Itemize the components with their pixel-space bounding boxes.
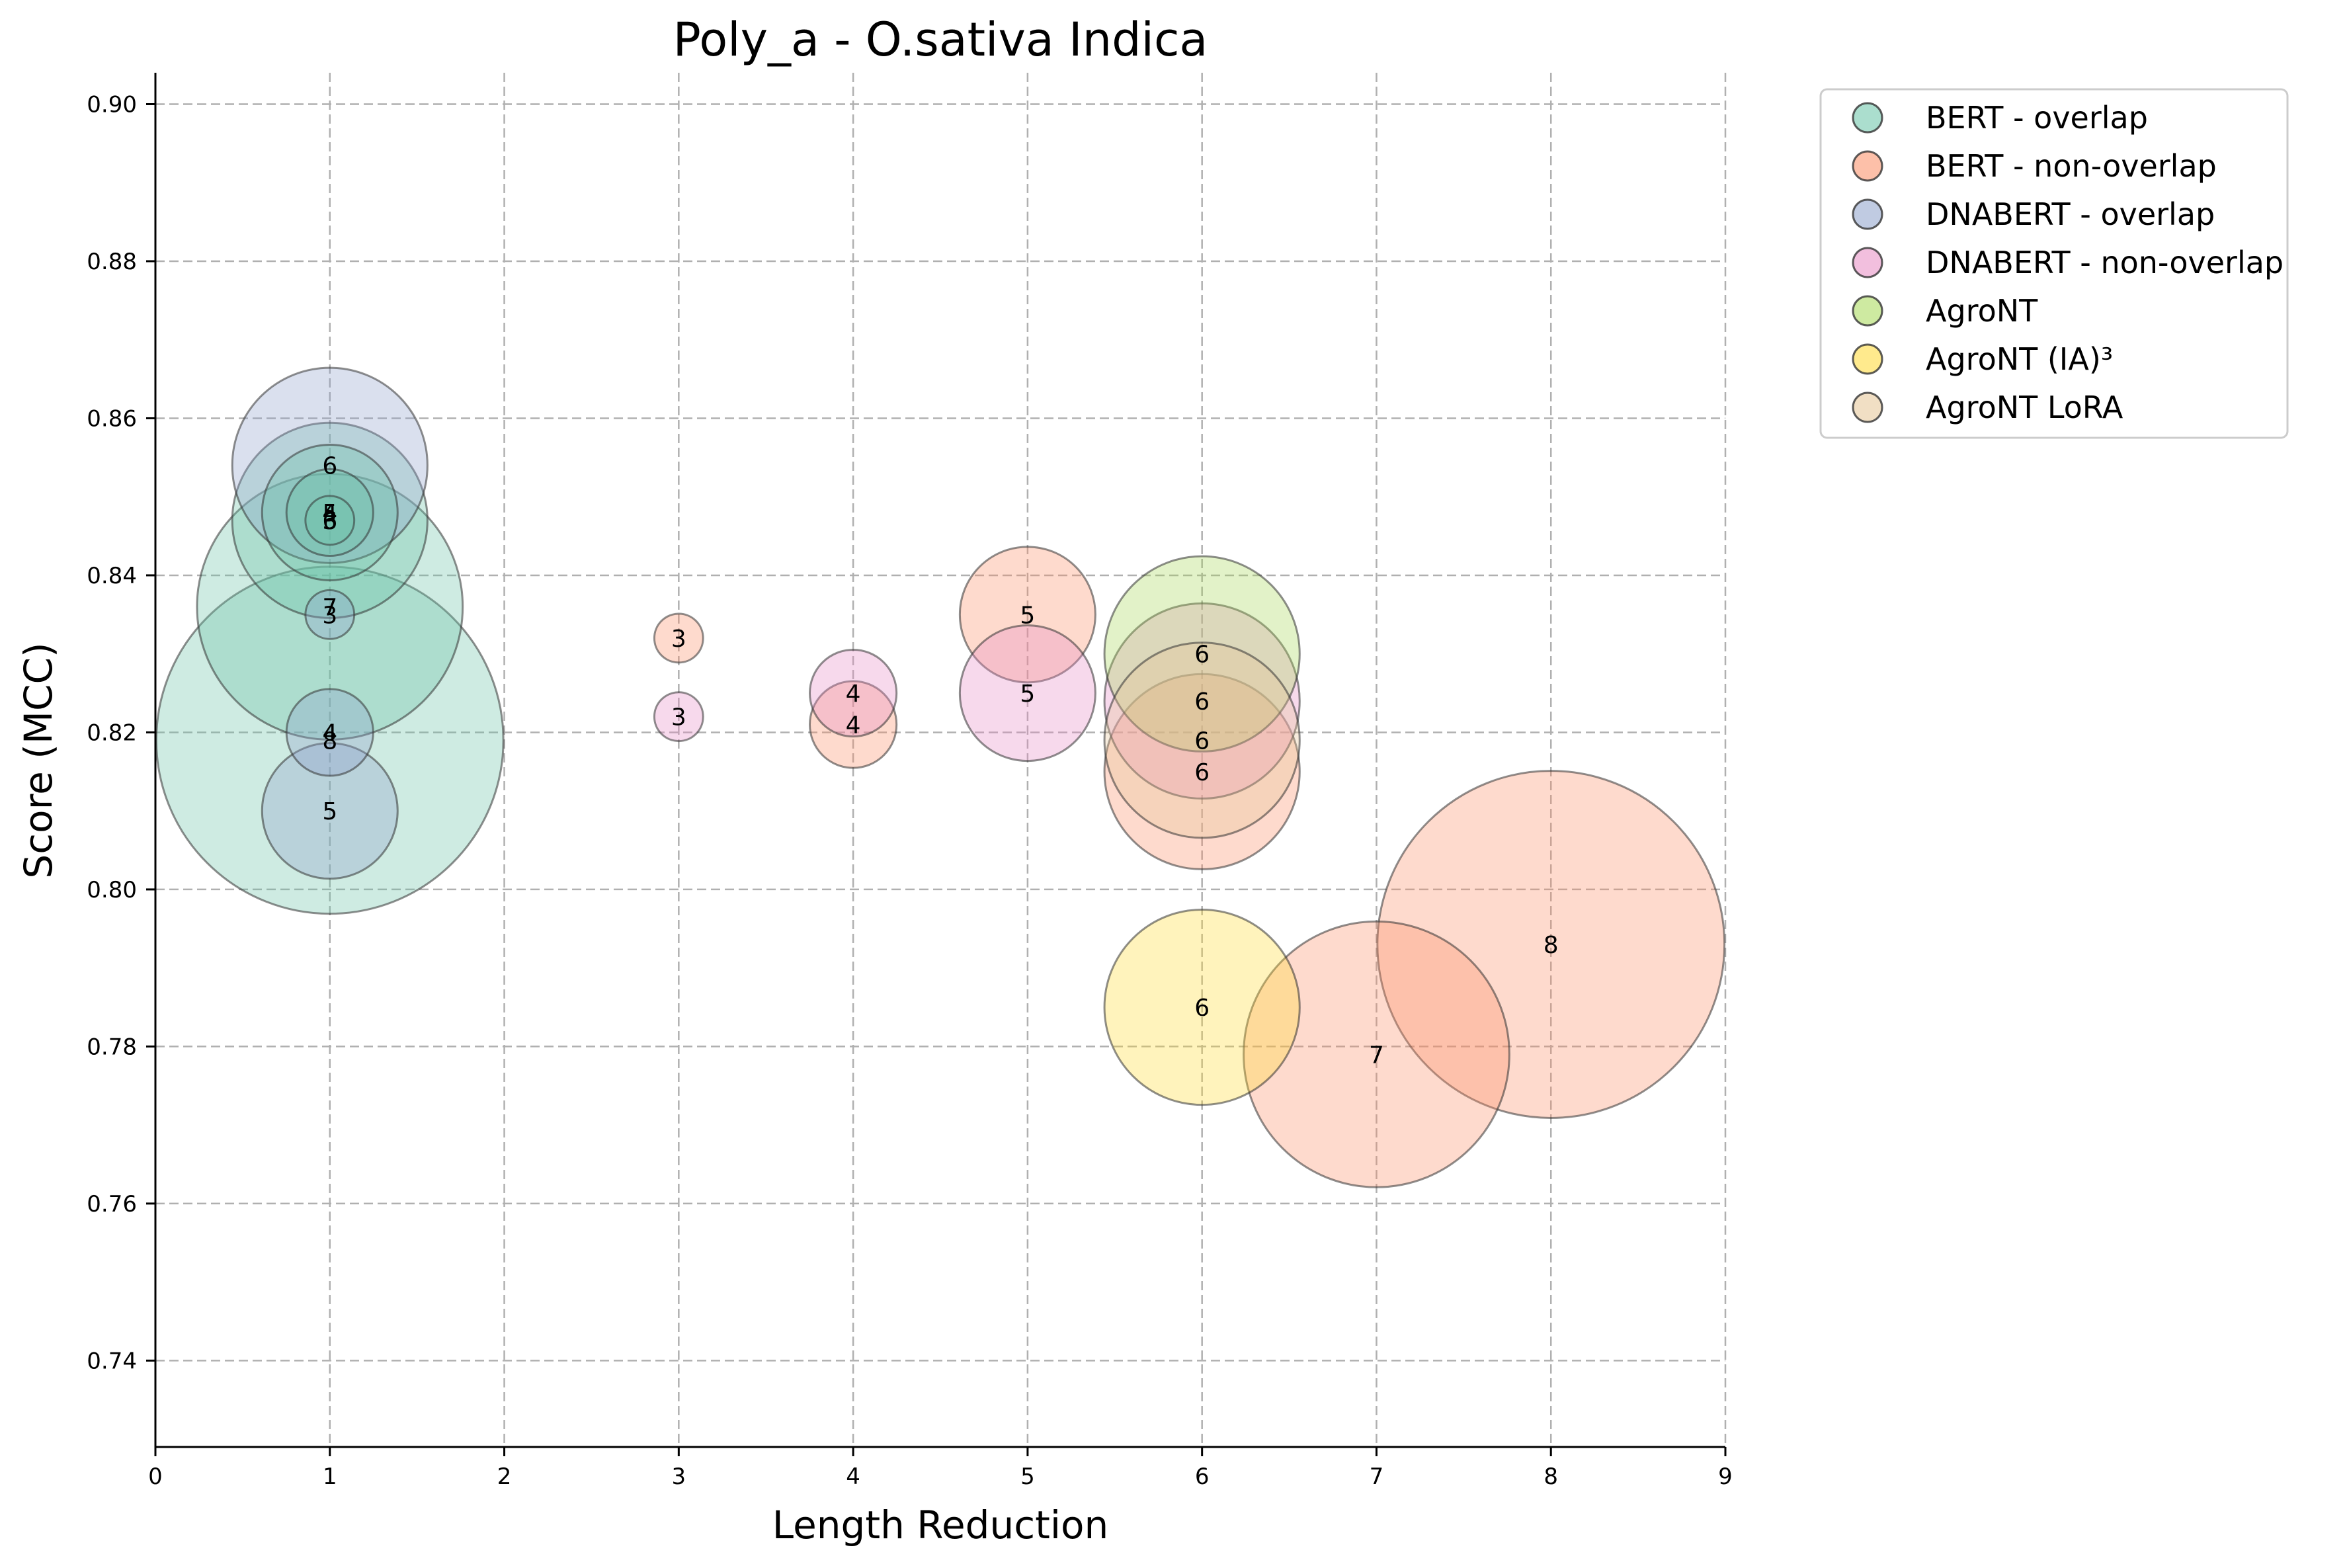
x-tick-label: 5 xyxy=(1020,1464,1035,1490)
legend-label: DNABERT - non-overlap xyxy=(1926,245,2284,280)
bubble xyxy=(304,589,356,640)
y-tick-label: 0.90 xyxy=(87,91,137,118)
bubble xyxy=(809,648,898,738)
bubble xyxy=(958,546,1096,684)
bubble xyxy=(1103,641,1301,839)
bubble-label: 6 xyxy=(1194,641,1210,669)
legend-marker xyxy=(1852,198,1883,230)
legend: BERT - overlap BERT - non-overlap DNABERT … xyxy=(1819,88,2289,439)
legend-marker xyxy=(1852,392,1883,423)
bubble-label: 6 xyxy=(322,453,337,480)
y-tick-label: 0.86 xyxy=(87,405,137,432)
y-tick-label: 0.80 xyxy=(87,877,137,903)
ticks: 0 1 2 3 4 5 6 7 8 90.740.760.780.800.820.840.860.… xyxy=(87,91,1733,1490)
bubble xyxy=(285,468,374,557)
chart-title: Poly_a - O.sativa Indica xyxy=(673,13,1208,67)
y-tick-label: 0.74 xyxy=(87,1348,137,1374)
bubble-label: 4 xyxy=(322,720,337,747)
bubble-label: 3 xyxy=(322,602,337,629)
bubble xyxy=(1103,555,1301,753)
bubble xyxy=(261,742,399,880)
bubble-label: 5 xyxy=(322,798,337,825)
bubble-label: 7 xyxy=(1369,1042,1384,1069)
bubble-label: 8 xyxy=(1544,932,1559,959)
legend-box xyxy=(1819,88,2289,439)
x-tick-label: 9 xyxy=(1718,1464,1733,1490)
x-tick-label: 7 xyxy=(1370,1464,1384,1490)
x-tick-label: 2 xyxy=(497,1464,512,1490)
legend-marker xyxy=(1852,102,1883,134)
bubble-label: 6 xyxy=(1194,995,1210,1022)
x-tick-label: 4 xyxy=(846,1464,860,1490)
bubble xyxy=(1103,673,1301,870)
legend-marker xyxy=(1852,150,1883,182)
bubble xyxy=(653,691,704,743)
y-tick-label: 0.84 xyxy=(87,563,137,589)
x-axis-title: Length Reduction xyxy=(772,1503,1108,1547)
legend-label: BERT - non-overlap xyxy=(1926,148,2217,184)
grid xyxy=(154,73,1727,1447)
bubble xyxy=(1243,920,1510,1188)
bubble-label: 5 xyxy=(1020,602,1035,629)
bubble-label: 5 xyxy=(322,500,337,527)
bubble xyxy=(653,612,704,664)
legend-marker xyxy=(1852,295,1883,327)
x-tick-label: 3 xyxy=(672,1464,686,1490)
bubble-label: 5 xyxy=(1020,681,1035,708)
y-axis-title: Score (MCC) xyxy=(16,642,61,878)
bubble-label: 7 xyxy=(322,594,337,621)
bubble xyxy=(1103,602,1301,800)
bubble-label: 4 xyxy=(846,712,861,739)
legend-marker xyxy=(1852,343,1883,375)
legend-label: AgroNT xyxy=(1926,293,2038,329)
y-tick-label: 0.88 xyxy=(87,249,137,275)
bubbles xyxy=(155,366,1726,1188)
bubble xyxy=(1103,908,1301,1106)
legend-marker xyxy=(1852,247,1883,278)
legend-label: AgroNT LoRA xyxy=(1926,390,2123,425)
bubble xyxy=(304,495,356,546)
bubble-label: 6 xyxy=(1194,727,1210,755)
y-tick-label: 0.76 xyxy=(87,1191,137,1217)
bubble xyxy=(196,473,464,741)
x-tick-label: 8 xyxy=(1544,1464,1558,1490)
bubble xyxy=(261,443,399,581)
bubble-label: 4 xyxy=(322,500,337,527)
x-tick-label: 6 xyxy=(1195,1464,1210,1490)
y-tick-label: 0.82 xyxy=(87,720,137,746)
bubble xyxy=(809,680,898,769)
bubble-label: 3 xyxy=(671,704,686,731)
x-tick-label: 1 xyxy=(323,1464,337,1490)
bubble-label: 6 xyxy=(1194,688,1210,716)
axes xyxy=(154,73,1725,1448)
bubble-label: 3 xyxy=(671,626,686,653)
bubble-label: 6 xyxy=(1194,759,1210,786)
bubble-label: 8 xyxy=(322,727,337,755)
bubble xyxy=(958,624,1096,763)
y-tick-label: 0.78 xyxy=(87,1034,137,1060)
bubble-label: 3 xyxy=(322,508,337,535)
legend-label: DNABERT - overlap xyxy=(1926,196,2215,232)
bubble xyxy=(231,366,429,564)
bubble-label: 4 xyxy=(846,681,861,708)
x-tick-label: 0 xyxy=(148,1464,163,1490)
bubble xyxy=(1376,770,1726,1119)
bubble xyxy=(231,421,429,619)
bubble xyxy=(285,688,374,777)
legend-label: BERT - overlap xyxy=(1926,100,2148,136)
bubble-label: 6 xyxy=(322,508,337,535)
legend-label: AgroNT (IA)³ xyxy=(1926,341,2113,377)
